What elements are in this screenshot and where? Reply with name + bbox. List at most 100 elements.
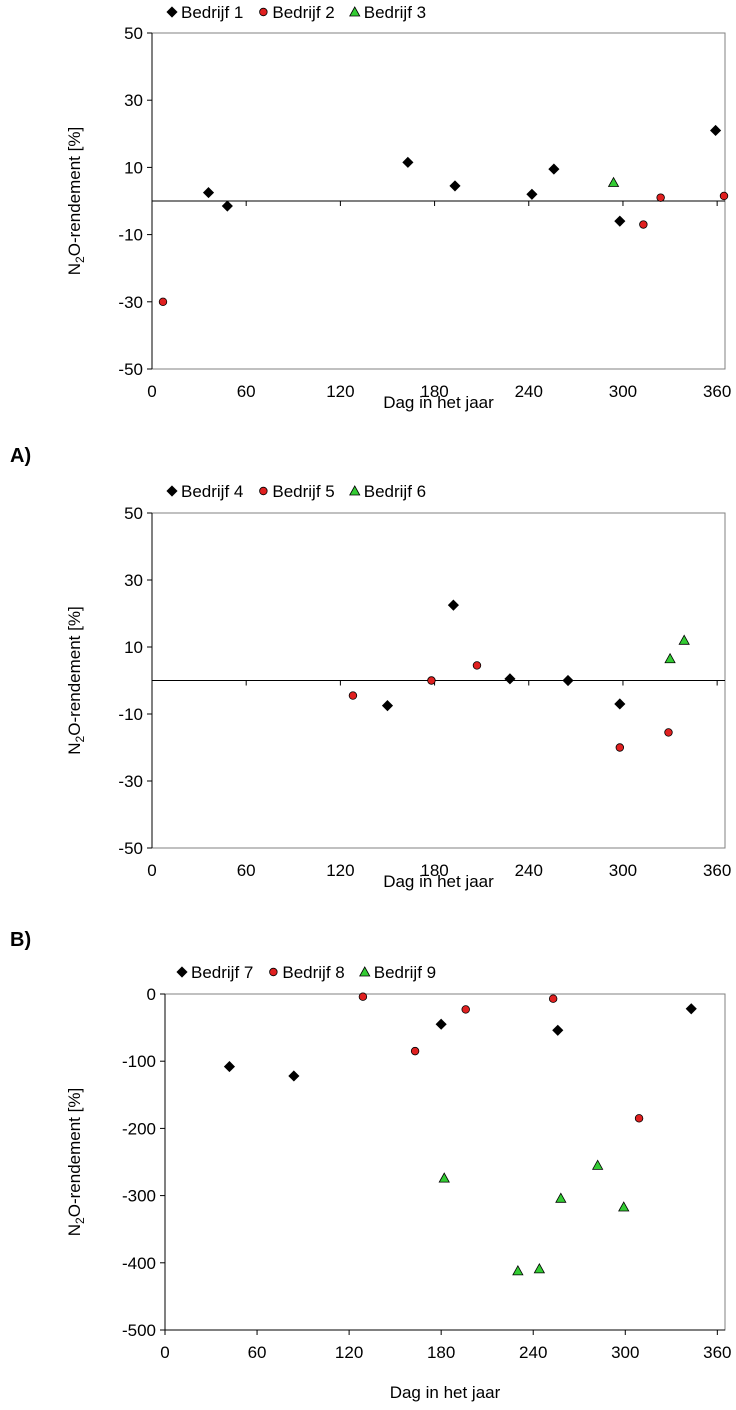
data-point: [607, 176, 620, 187]
legend-entry: Bedrijf 6: [349, 482, 426, 501]
y-axis-label: N2O-rendement [%]: [65, 1088, 87, 1236]
series-bedrijf-7: [223, 1003, 697, 1082]
chart-panel-2: -50 -30 -10 10 30 50 0 60 120 180 240 300 360 Dag in …: [10, 445, 731, 891]
legend-entry: Bedrijf 3: [349, 3, 426, 22]
x-axis-label: Dag in het jaar: [383, 393, 494, 412]
series-bedrijf-3: [607, 176, 620, 187]
y-axis-label: N2O-rendement [%]: [65, 606, 87, 754]
y-tick-label: -10: [118, 226, 143, 245]
panel-label: A): [10, 445, 31, 467]
y-tick-label: 0: [147, 985, 156, 1004]
y-tick-label: 50: [124, 24, 143, 43]
data-point: [614, 698, 626, 710]
y-tick-label: -30: [118, 293, 143, 312]
x-tick-label: 240: [519, 1343, 547, 1362]
legend-marker: [176, 966, 188, 978]
data-point: [410, 1046, 420, 1056]
x-tick-label: 180: [420, 861, 448, 880]
legend-label: Bedrijf 7: [191, 963, 253, 982]
x-tick-label: 300: [611, 1343, 639, 1362]
x-tick-label: 120: [335, 1343, 363, 1362]
plot-frame: [164, 993, 726, 1331]
legend-label: Bedrijf 4: [181, 482, 243, 501]
data-point: [358, 992, 368, 1001]
x-tick-label: 180: [427, 1343, 455, 1362]
legend-entry: Bedrijf 9: [359, 963, 436, 982]
data-point: [438, 1172, 450, 1183]
series-bedrijf-9: [438, 1159, 630, 1276]
data-point: [158, 297, 168, 306]
chart-panel-3: -500 -400 -300 -200 -100 0 0 60 120 180 240 300 360 D…: [10, 929, 732, 1402]
x-axis-label: Dag in het jaar: [390, 1383, 501, 1402]
data-point: [639, 220, 648, 229]
legend-marker: [349, 6, 361, 17]
legend-entry: Bedrijf 7: [176, 963, 253, 982]
legend-label: Bedrijf 9: [374, 963, 436, 982]
data-point: [548, 994, 558, 1003]
y-tick-label: -500: [122, 1321, 156, 1340]
data-point: [472, 661, 482, 670]
legend-label: Bedrijf 1: [181, 3, 243, 22]
data-point: [552, 1024, 564, 1036]
data-point: [555, 1192, 567, 1203]
legend-entry: Bedrijf 2: [259, 3, 335, 22]
data-point: [664, 728, 673, 737]
data-point: [562, 674, 574, 687]
series-bedrijf-1: [202, 124, 722, 227]
data-point: [402, 156, 414, 168]
data-point: [447, 599, 459, 611]
data-point: [221, 200, 233, 212]
data-point: [591, 1159, 604, 1170]
data-point: [656, 193, 665, 202]
chart-panel-1: -50 -30 -10 10 30 50 0 60 120 180 240 300 360 Dag in …: [65, 3, 731, 412]
data-point: [678, 634, 690, 645]
data-point: [664, 652, 676, 664]
y-tick-label: 30: [124, 91, 143, 110]
data-point: [533, 1263, 546, 1274]
legend-entry: Bedrijf 4: [166, 482, 243, 501]
x-tick-label: 180: [420, 382, 448, 401]
x-axis-label: Dag in het jaar: [383, 872, 494, 891]
x-tick-label: 300: [609, 861, 637, 880]
data-point: [719, 191, 729, 201]
y-tick-label: 50: [124, 504, 143, 523]
data-point: [615, 743, 625, 752]
data-point: [202, 187, 215, 199]
x-tick-label: 360: [703, 382, 731, 401]
series-bedrijf-5: [348, 661, 673, 752]
legend-marker: [359, 966, 371, 977]
panel-label: B): [10, 929, 31, 951]
data-point: [710, 124, 722, 137]
data-point: [427, 676, 436, 685]
legend-label: Bedrijf 3: [364, 3, 426, 22]
series-bedrijf-4: [381, 599, 626, 712]
series-bedrijf-8: [358, 992, 644, 1123]
y-tick-label: -100: [122, 1052, 156, 1071]
x-tick-label: 0: [160, 1343, 169, 1362]
y-tick-label: 30: [124, 571, 143, 590]
legend-marker: [259, 7, 268, 17]
data-point: [548, 163, 560, 175]
x-tick-label: 360: [703, 861, 731, 880]
data-point: [288, 1070, 300, 1082]
legend-entry: Bedrijf 5: [259, 482, 335, 501]
x-tick-label: 60: [237, 861, 256, 880]
data-point: [381, 700, 394, 712]
legend-marker: [166, 485, 178, 497]
y-axis-label: N2O-rendement [%]: [65, 127, 87, 275]
x-tick-label: 0: [147, 861, 156, 880]
legend-label: Bedrijf 5: [272, 482, 334, 501]
x-tick-label: 120: [326, 861, 354, 880]
x-tick-label: 0: [147, 382, 156, 401]
x-tick-label: 60: [248, 1343, 267, 1362]
data-point: [512, 1265, 524, 1276]
y-tick-label: -200: [122, 1119, 156, 1138]
series-bedrijf-6: [664, 634, 690, 664]
x-tick-label: 120: [326, 382, 354, 401]
legend-marker: [259, 486, 268, 496]
legend-marker: [349, 485, 361, 496]
data-point: [685, 1003, 697, 1015]
y-tick-label: -50: [118, 360, 143, 379]
x-tick-label: 60: [237, 382, 256, 401]
